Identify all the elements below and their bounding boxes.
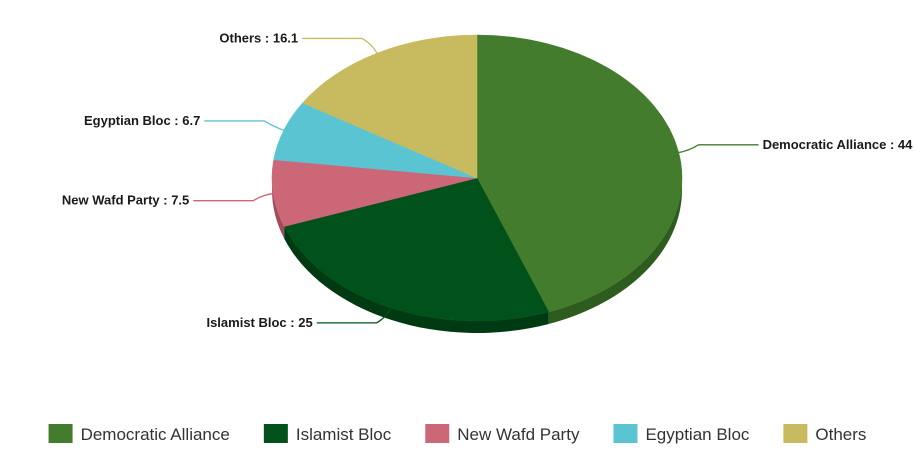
pie-side-islamist-bloc	[284, 226, 549, 333]
legend-swatch-egyptian-bloc	[613, 424, 638, 443]
legend-label-democratic-alliance: Democratic Alliance	[81, 425, 230, 444]
pie-depth	[272, 178, 682, 333]
slice-label-democratic-alliance: Democratic Alliance : 44	[763, 137, 914, 152]
pie-side-democratic-alliance	[548, 178, 682, 324]
pie-slice-new-wafd-party[interactable]	[271, 159, 478, 227]
connector-others	[302, 37, 378, 54]
legend-label-egyptian-bloc: Egyptian Bloc	[645, 425, 749, 444]
connector-democratic-alliance	[678, 144, 759, 154]
legend-swatch-new-wafd-party	[425, 424, 450, 443]
pie-slices	[271, 34, 683, 322]
connector-new-wafd-party	[193, 192, 274, 202]
legend-label-new-wafd-party: New Wafd Party	[457, 425, 580, 444]
legend-label-others: Others	[815, 425, 866, 444]
legend: Democratic Alliance Islamist Bloc New Wafd…	[48, 424, 866, 444]
legend-swatch-others	[783, 424, 808, 443]
legend-label-islamist-bloc: Islamist Bloc	[296, 425, 392, 444]
legend-swatch-democratic-alliance	[48, 424, 73, 443]
slice-labels: Democratic Alliance : 44 Islamist Bloc : …	[62, 30, 913, 329]
connector-egyptian-bloc	[204, 120, 284, 131]
slice-label-others: Others : 16.1	[219, 30, 298, 45]
label-connectors	[193, 37, 759, 324]
legend-item-others[interactable]: Others	[783, 424, 866, 444]
legend-item-islamist-bloc[interactable]: Islamist Bloc	[263, 424, 392, 444]
legend-swatch-islamist-bloc	[263, 424, 288, 443]
pie-side-new-wafd-party	[272, 178, 285, 239]
connector-islamist-bloc	[316, 307, 392, 324]
legend-item-new-wafd-party[interactable]: New Wafd Party	[425, 424, 580, 444]
legend-item-egyptian-bloc[interactable]: Egyptian Bloc	[613, 424, 750, 444]
slice-label-new-wafd-party: New Wafd Party : 7.5	[62, 193, 189, 208]
legend-item-democratic-alliance[interactable]: Democratic Alliance	[48, 424, 230, 444]
slice-label-islamist-bloc: Islamist Bloc : 25	[206, 315, 312, 330]
slice-label-egyptian-bloc: Egyptian Bloc : 6.7	[84, 113, 200, 128]
